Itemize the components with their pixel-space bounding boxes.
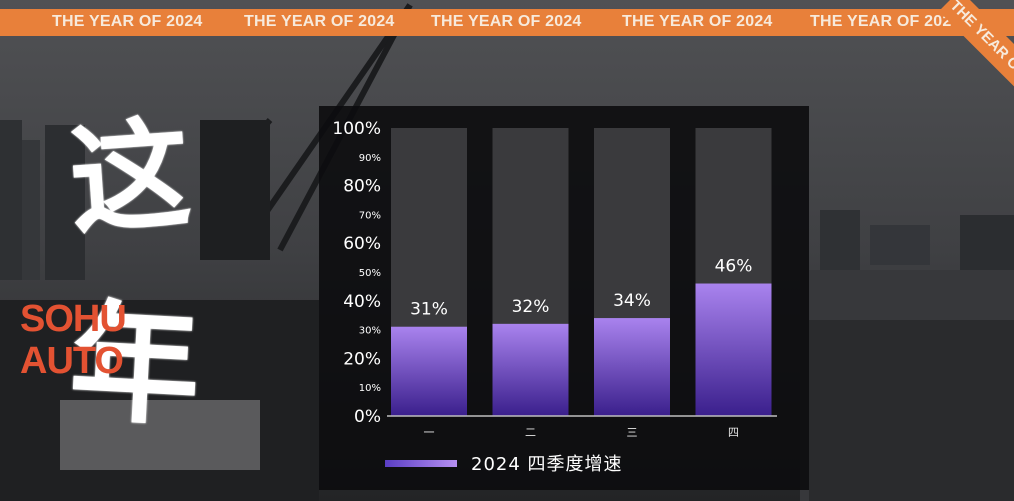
calligraphy-char-1: 这 bbox=[65, 102, 195, 253]
data-label: 34% bbox=[613, 291, 651, 311]
bar-q1 bbox=[391, 326, 467, 416]
legend-swatch bbox=[385, 459, 457, 467]
y-tick-label-minor: 50% bbox=[359, 268, 381, 279]
y-tick-label: 40% bbox=[343, 292, 381, 312]
y-tick-label: 20% bbox=[343, 349, 381, 369]
y-tick-label-minor: 30% bbox=[359, 326, 381, 337]
x-tick-label: 一 bbox=[424, 426, 435, 439]
y-tick-label: 100% bbox=[332, 119, 381, 139]
y-tick-label: 0% bbox=[354, 407, 381, 427]
sohu-auto-logo: SOHU AUTO bbox=[20, 300, 150, 380]
x-tick-label: 三 bbox=[627, 426, 638, 439]
x-tick-label: 四 bbox=[728, 426, 739, 439]
data-label: 32% bbox=[512, 297, 550, 317]
data-label: 46% bbox=[715, 257, 753, 277]
banner-text: THE YEAR OF 2024 bbox=[431, 13, 582, 30]
chart-panel: 31% 32% 34% 46% 0% 20% 40% 60% 80% 100% 10% 30% 50%… bbox=[319, 106, 809, 490]
x-tick-label: 二 bbox=[525, 426, 536, 439]
bar-q4 bbox=[695, 283, 772, 416]
logo-line-2: AUTO bbox=[20, 340, 124, 382]
top-banner: THE YEAR OF 2024 THE YEAR OF 2024 THE YE… bbox=[0, 9, 1014, 36]
y-tick-label-minor: 70% bbox=[359, 210, 381, 221]
bar-q2 bbox=[492, 323, 569, 416]
banner-text: THE YEAR OF 2024 bbox=[52, 13, 203, 30]
legend-label: 2024 四季度增速 bbox=[471, 454, 623, 475]
y-tick-label-minor: 10% bbox=[359, 383, 381, 394]
y-tick-label: 80% bbox=[343, 177, 381, 197]
banner-text: THE YEAR OF 2024 bbox=[810, 13, 961, 30]
data-label: 31% bbox=[410, 300, 448, 320]
logo-line-1: SOHU bbox=[20, 298, 127, 340]
legend: 2024 四季度增速 bbox=[385, 452, 623, 475]
bar-q3 bbox=[594, 318, 670, 416]
y-tick-label: 60% bbox=[343, 234, 381, 254]
banner-text: THE YEAR OF 2024 bbox=[622, 13, 773, 30]
bar-chart: 31% 32% 34% 46% 0% 20% 40% 60% 80% 100% 10% 30% 50%… bbox=[332, 119, 777, 439]
banner-text: THE YEAR OF 2024 bbox=[244, 13, 395, 30]
y-tick-label-minor: 90% bbox=[359, 153, 381, 164]
